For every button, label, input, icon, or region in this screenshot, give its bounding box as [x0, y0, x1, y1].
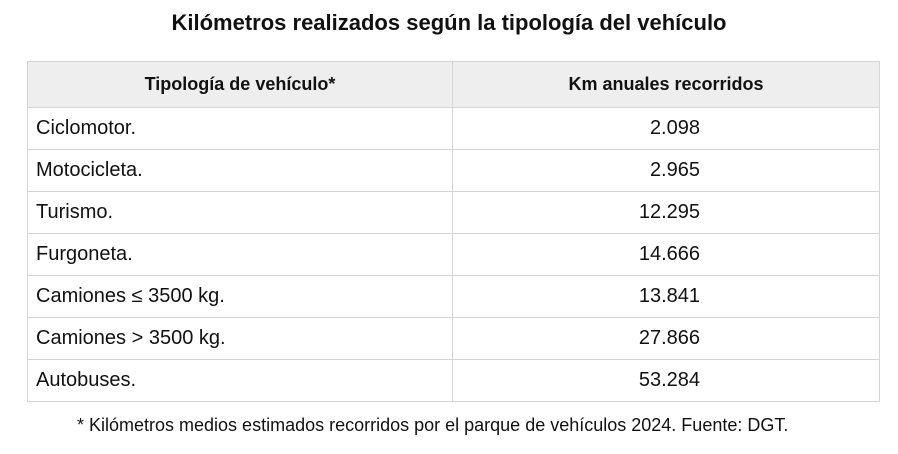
vehicle-type-cell: Camiones ≤ 3500 kg. — [27, 275, 453, 318]
table-row: Autobuses. 53.284 — [27, 359, 880, 402]
vehicle-type-cell: Motocicleta. — [27, 149, 453, 192]
table-title: Kilómetros realizados según la tipología… — [171, 10, 727, 35]
vehicle-type-cell: Ciclomotor. — [27, 107, 453, 150]
vehicle-type-cell: Autobuses. — [27, 359, 453, 402]
annual-km-cell: 12.295 — [452, 191, 880, 234]
table-header-row: Tipología de vehículo* Km anuales recorr… — [27, 61, 880, 108]
vehicle-type-cell: Camiones > 3500 kg. — [27, 317, 453, 360]
vehicle-km-table: Tipología de vehículo* Km anuales recorr… — [27, 61, 880, 402]
source-footnote: * Kilómetros medios estimados recorridos… — [77, 415, 789, 435]
table-row: Furgoneta. 14.666 — [27, 233, 880, 276]
annual-km-cell: 13.841 — [452, 275, 880, 318]
table-row: Motocicleta. 2.965 — [27, 149, 880, 192]
annual-km-cell: 27.866 — [452, 317, 880, 360]
header-annual-km: Km anuales recorridos — [452, 61, 880, 108]
vehicle-type-cell: Turismo. — [27, 191, 453, 234]
table-row: Ciclomotor. 2.098 — [27, 107, 880, 150]
vehicle-type-cell: Furgoneta. — [27, 233, 453, 276]
annual-km-cell: 2.965 — [452, 149, 880, 192]
header-vehicle-type: Tipología de vehículo* — [27, 61, 453, 108]
table-row: Turismo. 12.295 — [27, 191, 880, 234]
annual-km-cell: 14.666 — [452, 233, 880, 276]
table-row: Camiones > 3500 kg. 27.866 — [27, 317, 880, 360]
annual-km-cell: 53.284 — [452, 359, 880, 402]
annual-km-cell: 2.098 — [452, 107, 880, 150]
table-row: Camiones ≤ 3500 kg. 13.841 — [27, 275, 880, 318]
